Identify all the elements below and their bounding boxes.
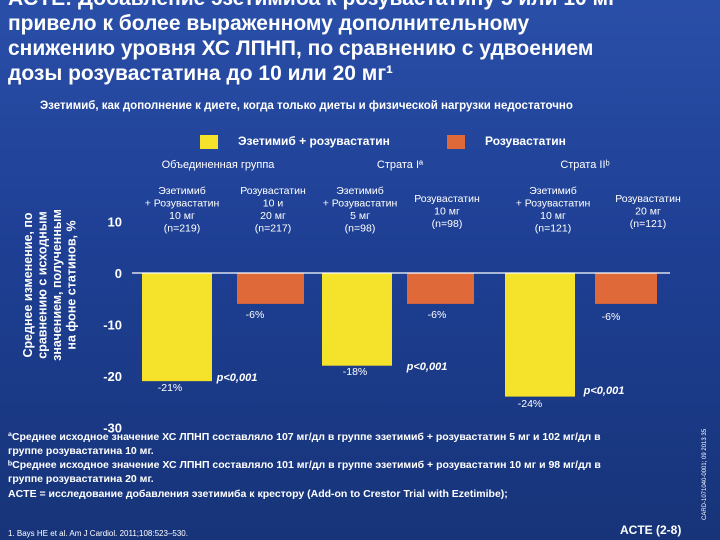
bar-combo [142, 273, 212, 382]
y-axis-label-line: на фоне статинов, % [65, 220, 79, 349]
bar-category-label-line: (n=98) [345, 223, 376, 235]
y-axis-label: Среднее изменение, посравнению с исходны… [21, 209, 79, 361]
y-axis-label-line: значением, полученным [50, 209, 64, 361]
title-line-1: ACTE: Добавление эзетимиба к розувастати… [8, 0, 708, 11]
bar-rosuvastatin [407, 273, 474, 304]
legend-swatch-rosuvastatin [447, 134, 465, 149]
y-tick-label: -10 [103, 318, 122, 333]
bar-category-label: Розувастатин 10 и 20 мг (n=217) [240, 185, 306, 235]
bar-category-label: Эзетимиб + Розувастатин 10 мг (n=121) [516, 185, 591, 235]
document-code-text: CARD-1071040-0001; 09 2013 [702, 437, 708, 520]
bar-category-label-line: 20 мг [260, 210, 286, 222]
legend-label-combo: Эзетимиб + розувастатин [238, 134, 390, 148]
reference: 1. Bays HE et al. Am J Cardiol. 2011;108… [8, 529, 188, 538]
y-tick-label: 10 [108, 215, 122, 230]
group-header: Страта Iª [377, 159, 424, 171]
bar-category-label: Розувастатин 20 мг (n=121) [615, 193, 681, 230]
title-line-4: дозы розувастатина до 10 или 20 мг¹ [8, 62, 394, 85]
bar-category-label-line: (n=121) [630, 218, 666, 230]
data-label: -6% [246, 309, 265, 321]
bar-category-label-line: 5 мг [350, 210, 370, 222]
bar-category-label-line: 10 мг [434, 206, 460, 218]
p-value-label: p<0,001 [583, 385, 625, 397]
bar-category-label-line: Розувастатин [414, 193, 480, 205]
bar-category-label-line: Розувастатин [240, 185, 306, 197]
bar-combo [322, 273, 392, 366]
footnote-line: группе розувастатина 10 мг. [8, 445, 154, 457]
y-tick-label: 0 [115, 266, 122, 281]
bar-category-label-line: (n=217) [255, 223, 291, 235]
legend-item-rosuvastatin: Розувастатин [447, 134, 566, 152]
bar-rosuvastatin [595, 273, 657, 304]
slide-title: ACTE: Добавление эзетимиба к розувастати… [8, 0, 708, 86]
footnote-line: ᵇСреднее исходное значение ХС ЛПНП соста… [8, 459, 601, 471]
bar-category-label-line: (n=219) [164, 223, 200, 235]
data-label: -24% [518, 398, 543, 410]
footnote-line: ªСреднее исходное значение ХС ЛПНП соста… [8, 431, 601, 443]
bar-rosuvastatin [237, 273, 304, 304]
acte-badge: ACTE (2-8) [620, 523, 682, 537]
y-axis-label-line: Среднее изменение, по [21, 212, 35, 357]
bar-category-label-line: + Розувастатин [516, 198, 591, 210]
footnote-line: ACTE = исследование добавления эзетимиба… [8, 488, 508, 500]
bar-category-label-line: Розувастатин [615, 193, 681, 205]
bar-category-label: Эзетимиб + Розувастатин 5 мг (n=98) [323, 185, 398, 235]
legend-label-rosuvastatin: Розувастатин [485, 134, 566, 148]
group-header: Объединенная группа [162, 159, 276, 171]
y-tick-label: -20 [103, 369, 122, 384]
page-number: 35 [702, 428, 708, 436]
title-line-2: привело к более выраженному дополнительн… [8, 12, 530, 35]
p-value-label: p<0,001 [216, 372, 258, 384]
title-line-3: снижению уровня ХС ЛПНП, по сравнению с … [8, 37, 594, 60]
bar-category-label-line: (n=98) [432, 218, 463, 230]
p-value-label: p<0,001 [406, 361, 448, 373]
bar-category-label-line: 10 и [263, 198, 284, 210]
y-axis-label-line: сравнению с исходным [36, 211, 50, 359]
bar-category-label-line: 20 мг [635, 206, 661, 218]
bar-category-label-line: Эзетимиб [529, 185, 577, 197]
legend-swatch-combo [200, 134, 218, 149]
bar-combo [505, 273, 575, 397]
data-label: -6% [428, 309, 447, 321]
bar-category-label-line: 10 мг [169, 210, 195, 222]
bar-category-label-line: + Розувастатин [323, 198, 398, 210]
bar-category-label-line: Эзетимиб [158, 185, 206, 197]
footnote-line: группе розувастатина 20 мг. [8, 473, 154, 485]
bar-category-label: Розувастатин 10 мг (n=98) [414, 193, 480, 230]
data-label: -6% [602, 311, 621, 323]
data-label: -18% [343, 366, 368, 378]
bar-category-label-line: 10 мг [540, 210, 566, 222]
legend-item-combo: Эзетимиб + розувастатин [200, 134, 390, 152]
document-code: CARD-1071040-0001; 09 2013 35 [702, 429, 708, 520]
bar-category-label-line: + Розувастатин [145, 198, 220, 210]
group-header: Страта IIᵇ [560, 159, 609, 171]
data-label: -21% [158, 382, 183, 394]
bar-category-label-line: Эзетимиб [336, 185, 384, 197]
bar-category-label-line: (n=121) [535, 223, 571, 235]
y-tick-label: -30 [103, 421, 122, 436]
bar-category-label: Эзетимиб + Розувастатин 10 мг (n=219) [145, 185, 220, 235]
slide-subtitle: Эзетимиб, как дополнение к диете, когда … [40, 100, 573, 112]
